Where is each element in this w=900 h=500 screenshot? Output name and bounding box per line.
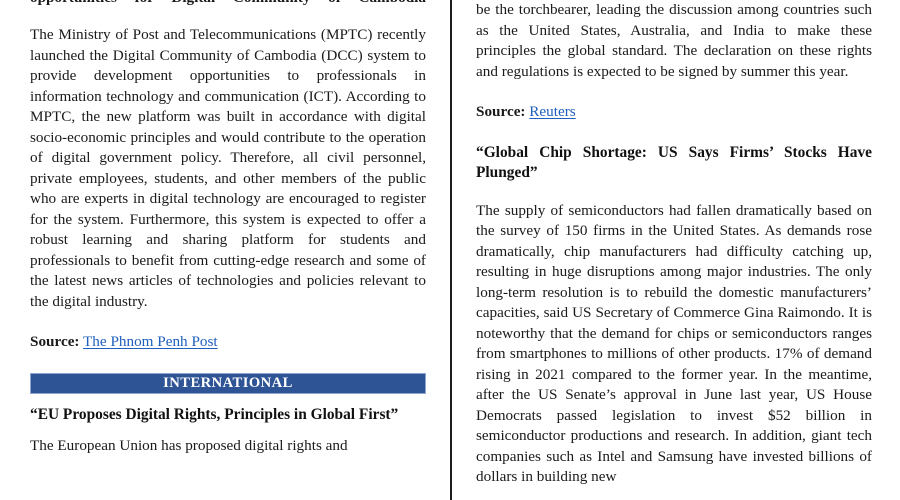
right-column: be the torchbearer, leading the discussi… [476,0,872,500]
right-continued-body: be the torchbearer, leading the discussi… [476,1,872,80]
source-link-reuters[interactable]: Reuters [529,103,576,120]
left-article-body-clipped: The European Union has proposed digital … [30,437,348,455]
spacer [476,123,872,143]
spacer [30,312,426,332]
left-clipped-heading-above-text: opportunities for Digital Community of C… [30,0,426,8]
spacer [476,82,872,102]
left-source-line: Source: The Phnom Penh Post [30,332,426,353]
spacer [30,8,426,25]
source-link-phnom-penh-post[interactable]: The Phnom Penh Post [83,333,218,350]
spacer [30,394,426,405]
left-clipped-heading-above: opportunities for Digital Community of C… [30,0,426,8]
right-article-title-global-chip-shortage: “Global Chip Shortage: US Says Firms’ St… [476,143,872,182]
right-article-body: The supply of semiconductors had fallen … [476,201,872,486]
spacer [476,184,872,201]
section-banner-international: INTERNATIONAL [30,372,426,394]
left-article-body: The Ministry of Post and Telecommunicati… [30,26,426,310]
right-source-line: Source: Reuters [476,102,872,123]
column-divider [450,0,452,500]
source-label: Source: [476,103,526,120]
left-column: opportunities for Digital Community of C… [30,0,426,500]
left-article-title-eu-digital-rights: “EU Proposes Digital Rights, Principles … [30,405,399,423]
source-label: Source: [30,333,80,350]
spacer [30,353,426,373]
spacer [30,425,426,436]
